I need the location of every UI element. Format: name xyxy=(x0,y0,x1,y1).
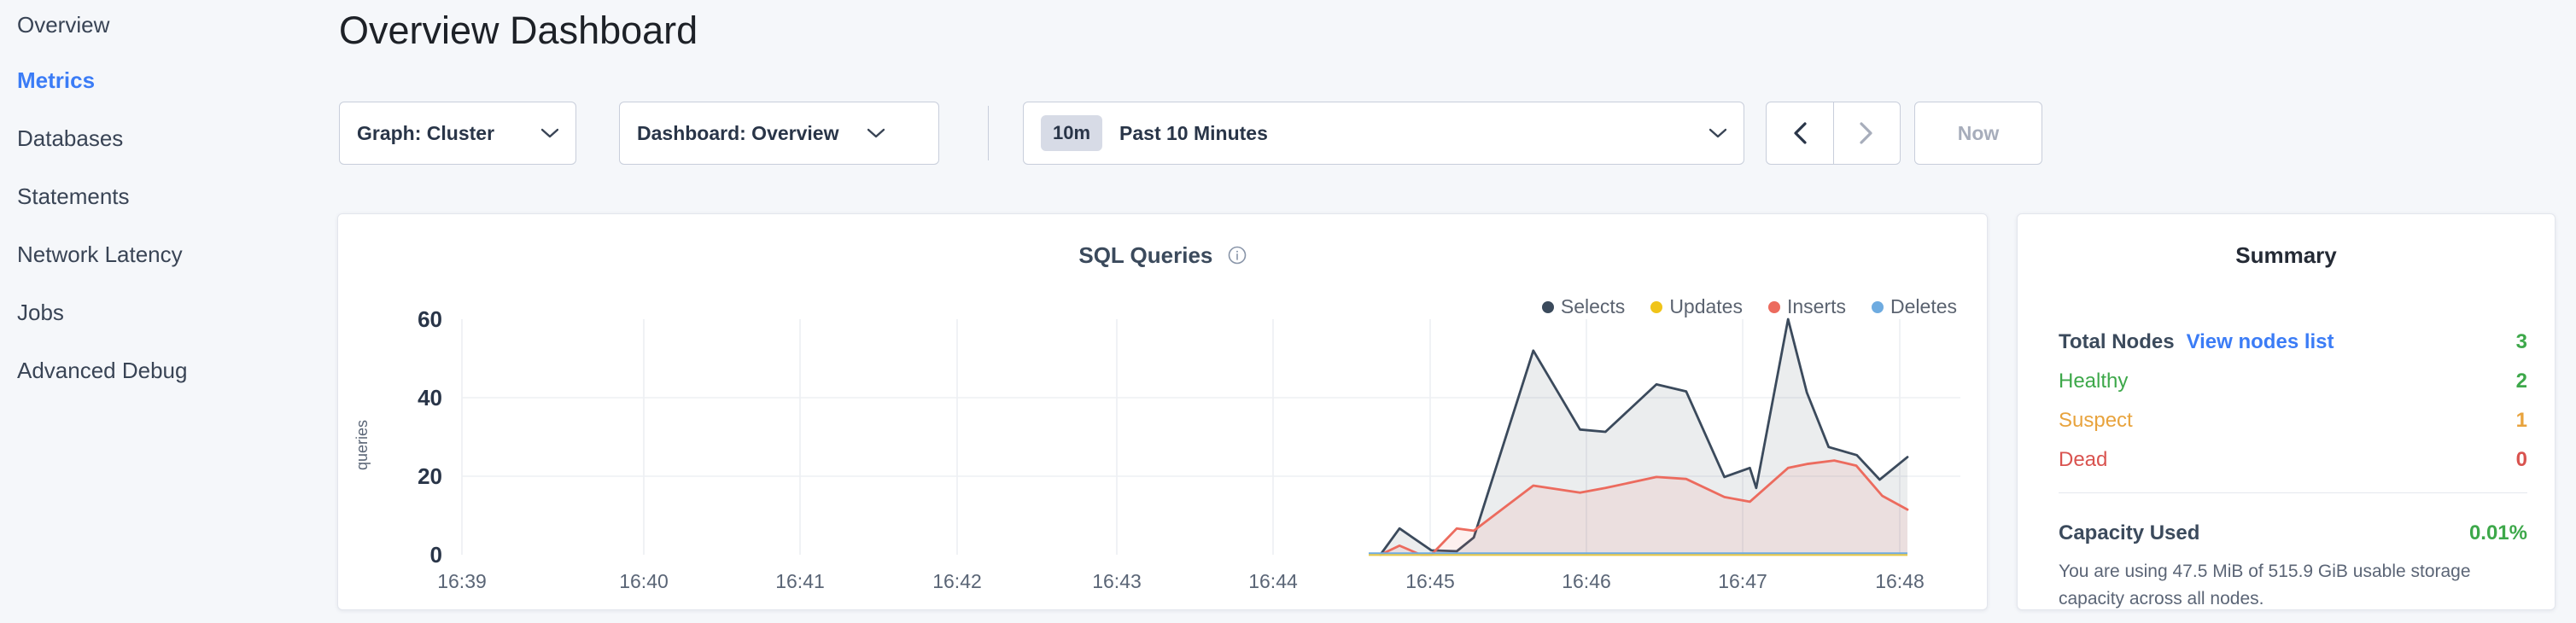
svg-text:16:43: 16:43 xyxy=(1092,570,1142,592)
svg-text:60: 60 xyxy=(418,306,442,332)
svg-text:0: 0 xyxy=(430,542,442,568)
svg-text:16:39: 16:39 xyxy=(437,570,487,592)
svg-text:16:45: 16:45 xyxy=(1405,570,1455,592)
svg-text:16:44: 16:44 xyxy=(1248,570,1298,592)
svg-text:16:40: 16:40 xyxy=(619,570,669,592)
svg-text:20: 20 xyxy=(418,463,442,489)
svg-text:16:46: 16:46 xyxy=(1562,570,1611,592)
svg-text:16:48: 16:48 xyxy=(1875,570,1925,592)
svg-text:40: 40 xyxy=(418,385,442,410)
svg-text:16:42: 16:42 xyxy=(932,570,982,592)
svg-text:16:47: 16:47 xyxy=(1718,570,1767,592)
svg-text:16:41: 16:41 xyxy=(775,570,825,592)
